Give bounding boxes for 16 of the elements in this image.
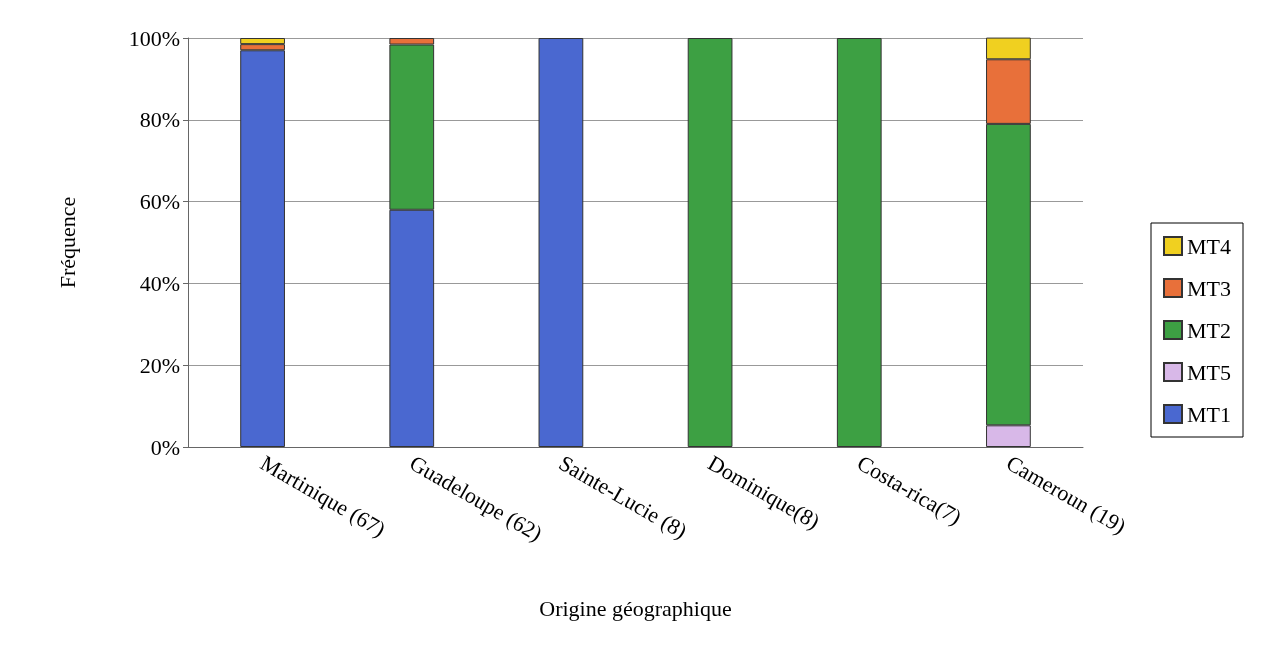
legend-label: MT1	[1187, 401, 1231, 427]
y-tick-label: 20%	[139, 352, 180, 378]
y-tick-label: 60%	[139, 189, 180, 215]
y-axis-title: Fréquence	[54, 196, 80, 289]
y-tick-label: 80%	[139, 107, 180, 133]
bar	[687, 38, 733, 447]
legend-label: MT5	[1187, 359, 1231, 385]
bar	[836, 38, 882, 447]
bar	[538, 38, 584, 447]
legend-label: MT2	[1187, 317, 1231, 343]
legend-label: MT3	[1187, 275, 1231, 301]
y-tick-label: 40%	[139, 270, 180, 296]
legend-label: MT4	[1187, 233, 1231, 259]
y-tick-label: 0%	[150, 434, 180, 460]
y-tick-label: 100%	[128, 25, 180, 51]
x-axis-title: Origine géographique	[539, 595, 732, 621]
